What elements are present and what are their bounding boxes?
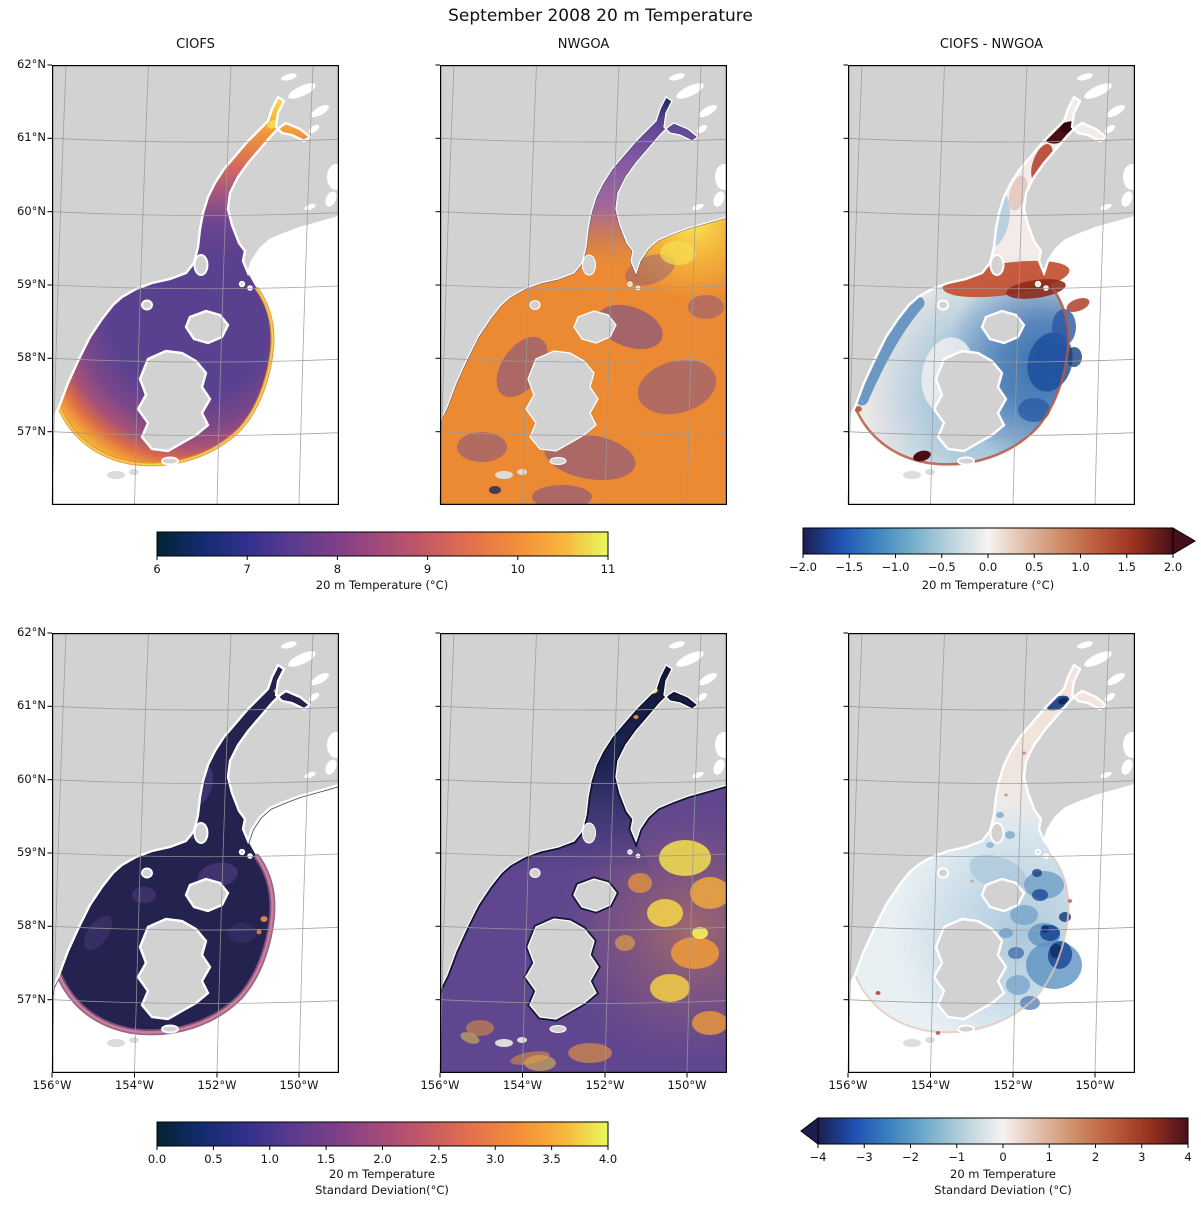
lat-tick-label: 60°N	[17, 771, 46, 786]
kodiak-island	[136, 349, 212, 453]
colorbar-tick-label: 11	[601, 562, 616, 576]
kodiak-island	[932, 349, 1008, 453]
map-panel-nwgoa-top	[435, 64, 733, 506]
colorbar-tick-label: −2.0	[789, 560, 817, 574]
afognak-island	[184, 877, 230, 913]
colorbar-label-std-line1: 20 m Temperature	[329, 1167, 435, 1181]
figure-title: September 2008 20 m Temperature	[448, 6, 753, 26]
lon-tick-label: 152°W	[197, 1078, 237, 1092]
colorbar-tick-label: 3.0	[486, 1152, 504, 1166]
kodiak-island	[932, 917, 1008, 1021]
lon-tick-label: 156°W	[828, 1078, 868, 1092]
colorbar-label-temperature: 20 m Temperature (°C)	[315, 578, 449, 592]
colorbar-tick-label: 4.0	[599, 1152, 617, 1166]
colorbar-tick-label: 2.0	[1164, 560, 1182, 574]
lat-tick-label: 61°N	[17, 130, 46, 145]
colorbar-tick-label: 1.0	[261, 1152, 279, 1166]
lon-tick-label: 156°W	[420, 1078, 460, 1092]
lat-tick-label: 60°N	[17, 203, 46, 218]
lon-tick-label: 154°W	[114, 1078, 155, 1092]
colorbar-tick-label: 1.5	[317, 1152, 335, 1166]
colorbar-tick-label: 1.5	[1118, 560, 1136, 574]
colorbar-tick-label: 2	[1092, 1150, 1099, 1164]
kodiak-island	[525, 918, 599, 1020]
panel-title-ciofs-nwgoa: CIOFS - NWGOA	[939, 37, 1044, 52]
lon-tick-label: 152°W	[993, 1078, 1033, 1092]
colorbar-temperature: 6 7 8 9 10 11	[153, 531, 616, 576]
colorbar-tick-label: 3.5	[542, 1152, 560, 1166]
colorbar-tick-label: −1.5	[835, 560, 863, 574]
lon-tick-label: 150°W	[279, 1078, 319, 1092]
colorbar-tick-label: 0.0	[979, 560, 997, 574]
colorbar-tick-label: −1	[948, 1150, 965, 1164]
lat-tick-label: 62°N	[17, 57, 46, 71]
kodiak-island	[136, 917, 212, 1021]
colorbar-label-temperature-diff: 20 m Temperature (°C)	[921, 578, 1055, 592]
kodiak-island	[525, 350, 599, 452]
lat-tick-label: 61°N	[17, 698, 46, 713]
lat-tick-label: 57°N	[17, 991, 46, 1006]
colorbar-temperature-difference: −2.0 −1.5 −1.0 −0.5 0.0 0.5 1.0 1.5 2.0	[789, 527, 1196, 574]
lon-tick-label: 154°W	[910, 1078, 951, 1092]
colorbar-label-std-diff-line1: 20 m Temperature	[950, 1167, 1056, 1181]
afognak-island	[573, 878, 617, 912]
colorbar-tick-label: −2	[902, 1150, 919, 1164]
colorbar-label-std-diff: 20 m Temperature Standard Deviation (°C)	[853, 1166, 1153, 1198]
colorbar-tick-label: 1.0	[1071, 560, 1089, 574]
map-panel-ciofs-bottom	[47, 632, 345, 1078]
lat-tick-label: 58°N	[17, 350, 46, 365]
colorbar-tick-label: 8	[334, 562, 341, 576]
colorbar-label-std: 20 m Temperature Standard Deviation(°C)	[232, 1166, 532, 1198]
afognak-island	[980, 877, 1026, 913]
colorbar-tick-label: 9	[424, 562, 431, 576]
lat-tick-label: 57°N	[17, 423, 46, 438]
colorbar-tick-label: −1.0	[882, 560, 910, 574]
colorbar-tick-label: −4	[810, 1150, 827, 1164]
colorbar-tick-label: 3	[1138, 1150, 1145, 1164]
colorbar-std: 0.0 0.5 1.0 1.5 2.0 2.5 3.0 3.5 4.0	[148, 1121, 617, 1166]
lat-tick-label: 59°N	[17, 277, 46, 291]
lat-tick-label: 59°N	[17, 845, 46, 859]
panel-title-ciofs: CIOFS	[176, 37, 215, 52]
colorbar-tick-label: 4	[1184, 1150, 1191, 1164]
map-panel-nwgoa-bottom	[435, 632, 733, 1078]
colorbar-tick-label: 0.0	[148, 1152, 166, 1166]
colorbar-tick-label: 2.5	[430, 1152, 448, 1166]
colorbar-label-std-line2: Standard Deviation(°C)	[315, 1183, 449, 1197]
colorbar-tick-label: 7	[244, 562, 251, 576]
colorbar-tick-label: −0.5	[928, 560, 956, 574]
lon-tick-label: 152°W	[585, 1078, 625, 1092]
lat-tick-label: 62°N	[17, 625, 46, 639]
colorbar-tick-label: −3	[856, 1150, 873, 1164]
colorbar-tick-label: 6	[153, 562, 160, 576]
afognak-island	[980, 309, 1026, 345]
colorbar-tick-label: 0	[999, 1150, 1006, 1164]
colorbar-tick-label: 2.0	[373, 1152, 391, 1166]
panel-title-nwgoa: NWGOA	[557, 37, 610, 52]
lon-tick-label: 156°W	[32, 1078, 72, 1092]
colorbar-tick-label: 1	[1046, 1150, 1053, 1164]
afognak-island	[184, 309, 230, 345]
map-panel-ciofs-nwgoa-top	[843, 64, 1141, 506]
lon-tick-label: 150°W	[667, 1078, 707, 1092]
map-panel-ciofs-nwgoa-bottom	[843, 632, 1141, 1078]
colorbar-std-difference: −4 −3 −2 −1 0 1 2 3 4	[800, 1116, 1192, 1164]
map-panel-ciofs-top	[47, 64, 345, 506]
colorbar-tick-label: 0.5	[204, 1152, 222, 1166]
lon-tick-label: 150°W	[1075, 1078, 1115, 1092]
colorbar-label-std-diff-line2: Standard Deviation (°C)	[934, 1183, 1072, 1197]
lon-tick-label: 154°W	[502, 1078, 543, 1092]
lat-tick-label: 58°N	[17, 918, 46, 933]
colorbar-tick-label: 10	[510, 562, 525, 576]
colorbar-tick-label: 0.5	[1025, 560, 1043, 574]
afognak-island	[573, 310, 617, 344]
